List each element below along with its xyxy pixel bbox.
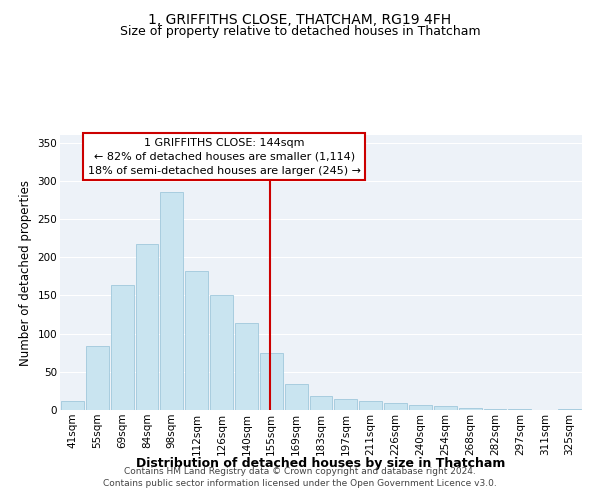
Bar [260, 352, 283, 410]
Text: Contains HM Land Registry data © Crown copyright and database right 2024.
Contai: Contains HM Land Registry data © Crown c… [103, 466, 497, 487]
Bar [384, 403, 407, 410]
Bar [484, 409, 506, 410]
Bar [434, 406, 457, 410]
Bar [409, 404, 432, 410]
Text: Size of property relative to detached houses in Thatcham: Size of property relative to detached ho… [119, 25, 481, 38]
Bar [459, 408, 482, 410]
Bar [61, 401, 84, 410]
Bar [359, 401, 382, 410]
Bar [86, 346, 109, 410]
Bar [210, 296, 233, 410]
Text: 1, GRIFFITHS CLOSE, THATCHAM, RG19 4FH: 1, GRIFFITHS CLOSE, THATCHAM, RG19 4FH [148, 12, 452, 26]
Bar [136, 244, 158, 410]
Text: Distribution of detached houses by size in Thatcham: Distribution of detached houses by size … [136, 458, 506, 470]
Bar [111, 284, 134, 410]
Bar [508, 409, 531, 410]
Bar [310, 396, 332, 410]
Bar [558, 409, 581, 410]
Bar [235, 323, 258, 410]
Text: 1 GRIFFITHS CLOSE: 144sqm
← 82% of detached houses are smaller (1,114)
18% of se: 1 GRIFFITHS CLOSE: 144sqm ← 82% of detac… [88, 138, 361, 176]
Y-axis label: Number of detached properties: Number of detached properties [19, 180, 32, 366]
Bar [185, 271, 208, 410]
Bar [285, 384, 308, 410]
Bar [334, 400, 357, 410]
Bar [160, 192, 183, 410]
